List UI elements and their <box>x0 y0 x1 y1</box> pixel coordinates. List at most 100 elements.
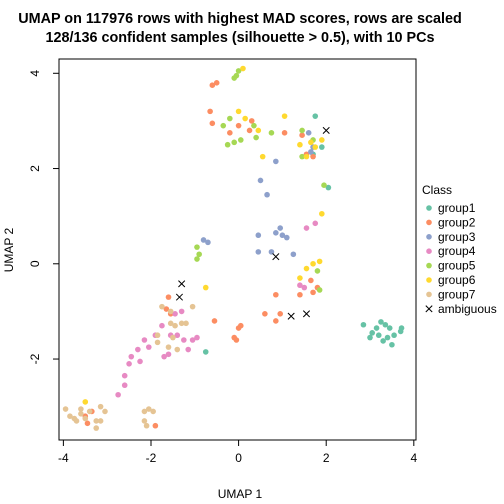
point-group4 <box>297 282 303 289</box>
point-group7 <box>143 422 150 429</box>
point-group2 <box>163 306 170 312</box>
legend-label-group6: group6 <box>438 273 476 287</box>
legend-label-group4: group4 <box>438 244 476 258</box>
point-group5 <box>194 256 200 262</box>
point-group2 <box>246 127 253 134</box>
point-ambiguous <box>175 293 184 301</box>
point-group7 <box>172 322 178 329</box>
point-group6 <box>259 153 266 160</box>
point-group3 <box>255 249 262 255</box>
data-points <box>62 65 405 431</box>
legend-marker-group2 <box>426 219 432 226</box>
point-group7 <box>78 406 84 412</box>
point-group4 <box>174 332 181 339</box>
point-ambiguous <box>287 312 295 320</box>
series-group5 <box>194 68 327 293</box>
point-group5 <box>253 134 259 141</box>
point-group4 <box>161 353 167 360</box>
point-group6 <box>242 115 248 122</box>
point-group2 <box>273 291 279 298</box>
point-group7 <box>62 406 69 412</box>
point-group6 <box>308 139 314 146</box>
point-group7 <box>141 418 148 424</box>
x-tick-label: -2 <box>146 451 157 465</box>
point-group1 <box>378 319 384 325</box>
point-group7 <box>178 320 185 327</box>
point-group3 <box>264 191 270 198</box>
x-tick-label: -4 <box>58 451 69 465</box>
point-group7 <box>150 408 156 415</box>
point-group4 <box>312 220 319 227</box>
point-group6 <box>297 275 303 281</box>
legend-label-group5: group5 <box>438 259 476 273</box>
point-group4 <box>128 353 135 360</box>
point-group2 <box>262 310 268 317</box>
point-group2 <box>233 337 240 343</box>
point-group3 <box>283 234 290 241</box>
point-group7 <box>67 413 73 419</box>
x-tick-label: 2 <box>323 451 330 465</box>
legend-marker-group1 <box>426 205 432 211</box>
point-group7 <box>97 418 104 424</box>
x-tick-label: 4 <box>410 451 417 465</box>
point-group7 <box>189 303 196 310</box>
legend-marker-group6 <box>426 277 432 283</box>
point-group1 <box>202 349 209 355</box>
point-group7 <box>97 403 104 410</box>
point-group5 <box>237 137 244 143</box>
legend-label-group7: group7 <box>438 287 476 301</box>
point-group5 <box>231 75 238 81</box>
y-axis: -2 0 2 4 <box>28 70 59 364</box>
point-group2 <box>277 310 284 317</box>
point-group5 <box>314 268 321 274</box>
point-group2 <box>248 118 255 124</box>
point-group1 <box>312 113 319 119</box>
point-group2 <box>211 318 218 324</box>
point-group2 <box>209 82 216 88</box>
point-group7 <box>174 346 181 353</box>
x-axis: -4 -2 0 2 4 <box>58 440 417 465</box>
legend-label-group2: group2 <box>438 215 476 229</box>
chart-title-line2: 128/136 confident samples (silhouette > … <box>45 30 434 46</box>
point-group2 <box>235 325 242 331</box>
point-group1 <box>360 321 367 328</box>
point-group4 <box>185 346 192 353</box>
series-group7 <box>62 303 196 431</box>
point-group4 <box>141 337 148 343</box>
y-axis-label: UMAP 2 <box>2 227 16 272</box>
point-group1 <box>373 325 380 331</box>
point-group1 <box>319 144 325 150</box>
plot-frame <box>58 58 417 441</box>
series-group4 <box>115 220 319 398</box>
point-group3 <box>257 177 264 184</box>
point-group3 <box>255 232 262 239</box>
point-group7 <box>167 308 174 315</box>
legend-marker-ambiguous <box>425 305 433 313</box>
point-group6 <box>303 153 310 160</box>
point-group3 <box>279 232 286 239</box>
point-group2 <box>310 153 316 160</box>
point-group1 <box>384 334 391 341</box>
point-group4 <box>194 334 200 341</box>
point-group5 <box>220 122 227 129</box>
point-group2 <box>227 130 233 136</box>
y-tick-label: 4 <box>28 70 42 77</box>
x-tick-label: 0 <box>235 451 242 465</box>
point-group2 <box>152 422 159 429</box>
point-group7 <box>145 406 152 412</box>
point-group4 <box>189 337 196 343</box>
point-group2 <box>235 122 242 129</box>
point-group1 <box>382 321 389 328</box>
point-group5 <box>268 130 275 136</box>
point-group2 <box>84 420 91 427</box>
point-group6 <box>303 265 310 272</box>
point-group1 <box>367 334 373 341</box>
point-group6 <box>297 141 303 148</box>
point-group6 <box>82 399 89 405</box>
y-tick-label: -2 <box>28 353 42 364</box>
point-group1 <box>369 330 375 336</box>
legend-marker-group4 <box>426 248 432 254</box>
point-group3 <box>305 130 312 136</box>
point-group7 <box>183 320 189 327</box>
